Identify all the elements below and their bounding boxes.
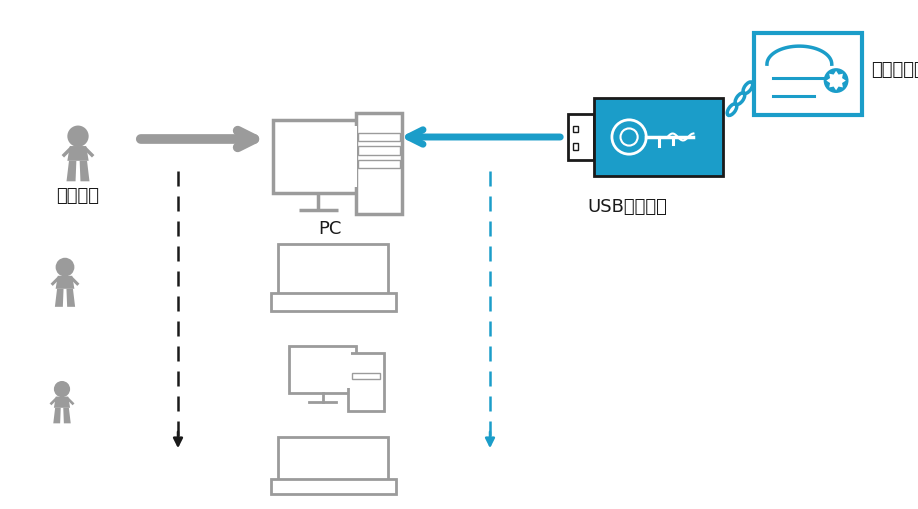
- Bar: [352, 373, 380, 379]
- Circle shape: [54, 381, 70, 397]
- Polygon shape: [66, 161, 76, 181]
- Circle shape: [67, 126, 89, 147]
- Circle shape: [56, 258, 74, 276]
- Polygon shape: [66, 397, 74, 405]
- Polygon shape: [70, 276, 80, 286]
- Polygon shape: [84, 147, 95, 157]
- Polygon shape: [50, 397, 58, 405]
- Polygon shape: [80, 161, 89, 181]
- Polygon shape: [63, 408, 71, 423]
- Bar: [285, 251, 381, 290]
- Polygon shape: [67, 146, 89, 161]
- Bar: [271, 479, 396, 494]
- Polygon shape: [62, 147, 73, 157]
- Ellipse shape: [743, 82, 753, 94]
- Polygon shape: [53, 408, 61, 423]
- Text: USBドングル: USBドングル: [587, 198, 666, 216]
- Bar: [355, 113, 402, 214]
- Bar: [348, 353, 384, 411]
- Bar: [295, 352, 351, 388]
- Bar: [573, 144, 578, 150]
- Text: ユーザー: ユーザー: [57, 187, 99, 205]
- Polygon shape: [50, 276, 60, 286]
- Circle shape: [823, 68, 848, 93]
- Bar: [278, 437, 388, 482]
- Polygon shape: [56, 276, 74, 289]
- Bar: [358, 133, 399, 142]
- Bar: [285, 444, 381, 475]
- Bar: [278, 244, 388, 297]
- Bar: [271, 293, 396, 311]
- Polygon shape: [55, 289, 63, 307]
- Polygon shape: [66, 289, 75, 307]
- Bar: [358, 159, 399, 167]
- Ellipse shape: [735, 93, 744, 104]
- Text: PC: PC: [319, 220, 341, 238]
- Bar: [274, 120, 364, 193]
- Polygon shape: [54, 397, 70, 408]
- Text: ライセンス: ライセンス: [871, 61, 918, 79]
- Bar: [280, 127, 357, 187]
- Polygon shape: [826, 71, 845, 90]
- Bar: [289, 347, 356, 393]
- Bar: [754, 33, 862, 115]
- Bar: [573, 126, 578, 132]
- Bar: [358, 147, 399, 155]
- Bar: [568, 115, 594, 160]
- Bar: [594, 98, 723, 176]
- Ellipse shape: [727, 104, 737, 116]
